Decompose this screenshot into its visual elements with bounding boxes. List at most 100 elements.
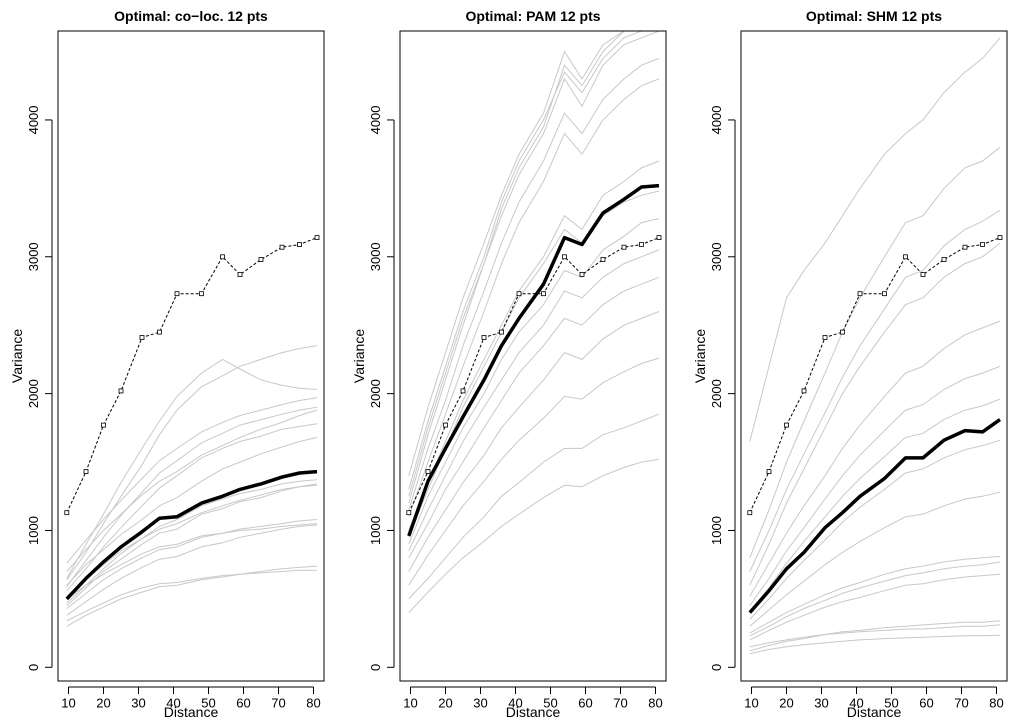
x-tick-label: 70 — [271, 696, 285, 711]
x-tick-label: 80 — [648, 696, 662, 711]
simulated-variogram-line — [408, 413, 660, 600]
empirical-variogram-line — [408, 237, 660, 513]
y-tick-label: 4000 — [709, 105, 724, 134]
plot-area — [406, 31, 662, 613]
y-tick-label: 1000 — [26, 516, 41, 545]
simulated-variogram-line — [749, 573, 1001, 641]
simulated-variogram-line — [66, 423, 318, 592]
y-tick-label: 1000 — [709, 516, 724, 545]
empirical-point — [766, 469, 772, 475]
mean-variogram-line — [748, 418, 1002, 614]
x-tick-label: 70 — [954, 696, 968, 711]
simulated-variogram-line — [408, 31, 659, 476]
empirical-point — [499, 329, 504, 335]
y-tick-label: 0 — [709, 664, 724, 671]
chart-panel-3: Optimal: SHM 12 pts 10 20 30 40 50 60 70 80 Dista… — [692, 8, 1008, 720]
simulated-variogram-line — [66, 406, 318, 587]
empirical-point — [481, 335, 487, 340]
x-tick-label: 60 — [578, 696, 592, 711]
x-tick-label: 40 — [166, 696, 180, 711]
y-axis-label: Variance — [9, 329, 25, 383]
x-tick-label: 80 — [306, 696, 320, 711]
empirical-point — [139, 335, 145, 340]
x-tick-label: 30 — [131, 696, 145, 711]
y-tick-label: 0 — [26, 664, 41, 671]
simulated-variogram-line — [749, 620, 1001, 652]
empirical-point — [101, 422, 106, 428]
x-axis-label: Distance — [506, 704, 561, 720]
empirical-point — [220, 254, 225, 260]
empirical-point — [237, 272, 243, 278]
simulated-variogram-line — [66, 358, 318, 579]
empirical-point — [920, 272, 926, 278]
y-tick-label: 2000 — [26, 379, 41, 408]
empirical-point — [443, 422, 448, 428]
x-tick-label: 50 — [201, 696, 215, 711]
simulated-variogram-line — [749, 320, 1001, 597]
panel-title: Optimal: co−loc. 12 pts — [114, 8, 268, 24]
x-tick-label: 10 — [61, 696, 75, 711]
empirical-point — [600, 257, 606, 262]
simulated-variogram-line — [408, 218, 660, 545]
x-tick-label: 10 — [744, 696, 758, 711]
simulated-variogram-line — [408, 357, 660, 586]
simulated-variogram-line — [749, 561, 1001, 637]
plot-frame — [399, 30, 667, 682]
y-tick-label: 2000 — [368, 379, 383, 408]
mean-variogram-line — [65, 469, 318, 601]
simulated-variogram-line — [66, 565, 318, 627]
simulated-variogram-line — [749, 491, 1001, 627]
simulated-variogram-line — [749, 634, 1001, 655]
x-tick-label: 60 — [236, 696, 250, 711]
y-tick-label: 3000 — [709, 242, 724, 271]
empirical-point — [980, 242, 985, 247]
x-tick-label: 10 — [403, 696, 417, 711]
empirical-point — [118, 388, 124, 394]
x-tick-label: 50 — [543, 696, 557, 711]
empirical-variogram-line — [749, 237, 1001, 513]
x-tick-label: 30 — [814, 696, 828, 711]
simulated-variogram-line — [408, 276, 660, 559]
empirical-point — [174, 291, 180, 297]
simulated-variogram-line — [66, 519, 318, 609]
empirical-point — [747, 510, 753, 516]
y-tick-label: 0 — [368, 664, 383, 671]
empirical-point — [997, 235, 1003, 241]
x-tick-label: 60 — [919, 696, 933, 711]
panel-title: Optimal: PAM 12 pts — [465, 8, 600, 24]
simulated-variogram-line — [749, 398, 1001, 613]
simulated-variogram-line — [66, 409, 318, 572]
empirical-point — [460, 388, 466, 394]
simulated-variogram-line — [66, 524, 318, 616]
empirical-point — [425, 469, 431, 475]
empirical-point — [857, 291, 863, 297]
simulated-variogram-line — [66, 483, 318, 597]
empirical-point — [258, 257, 264, 262]
empirical-point — [64, 510, 70, 516]
y-tick-label: 1000 — [368, 516, 383, 545]
plot-area — [64, 235, 320, 627]
empirical-point — [199, 291, 204, 297]
empirical-point — [279, 244, 285, 250]
empirical-point — [314, 235, 320, 241]
x-tick-label: 80 — [989, 696, 1003, 711]
empirical-point — [822, 335, 828, 340]
empirical-point — [639, 242, 644, 247]
y-axis-label: Variance — [692, 329, 708, 383]
simulated-variogram-line — [408, 249, 660, 552]
simulated-variogram-line — [749, 209, 1001, 572]
empirical-point — [541, 291, 546, 297]
y-axis-label: Variance — [351, 329, 367, 383]
simulated-variogram-line — [749, 146, 1001, 558]
simulated-variogram-line — [66, 436, 318, 586]
empirical-point — [903, 254, 908, 260]
simulated-variogram-line — [408, 78, 660, 517]
x-tick-label: 20 — [779, 696, 793, 711]
simulated-variogram-line — [408, 57, 660, 511]
simulated-variogram-line — [408, 31, 660, 504]
x-tick-label: 20 — [96, 696, 110, 711]
simulated-variogram-line — [66, 523, 318, 600]
simulated-variogram-line — [408, 458, 660, 613]
empirical-point — [941, 257, 947, 262]
